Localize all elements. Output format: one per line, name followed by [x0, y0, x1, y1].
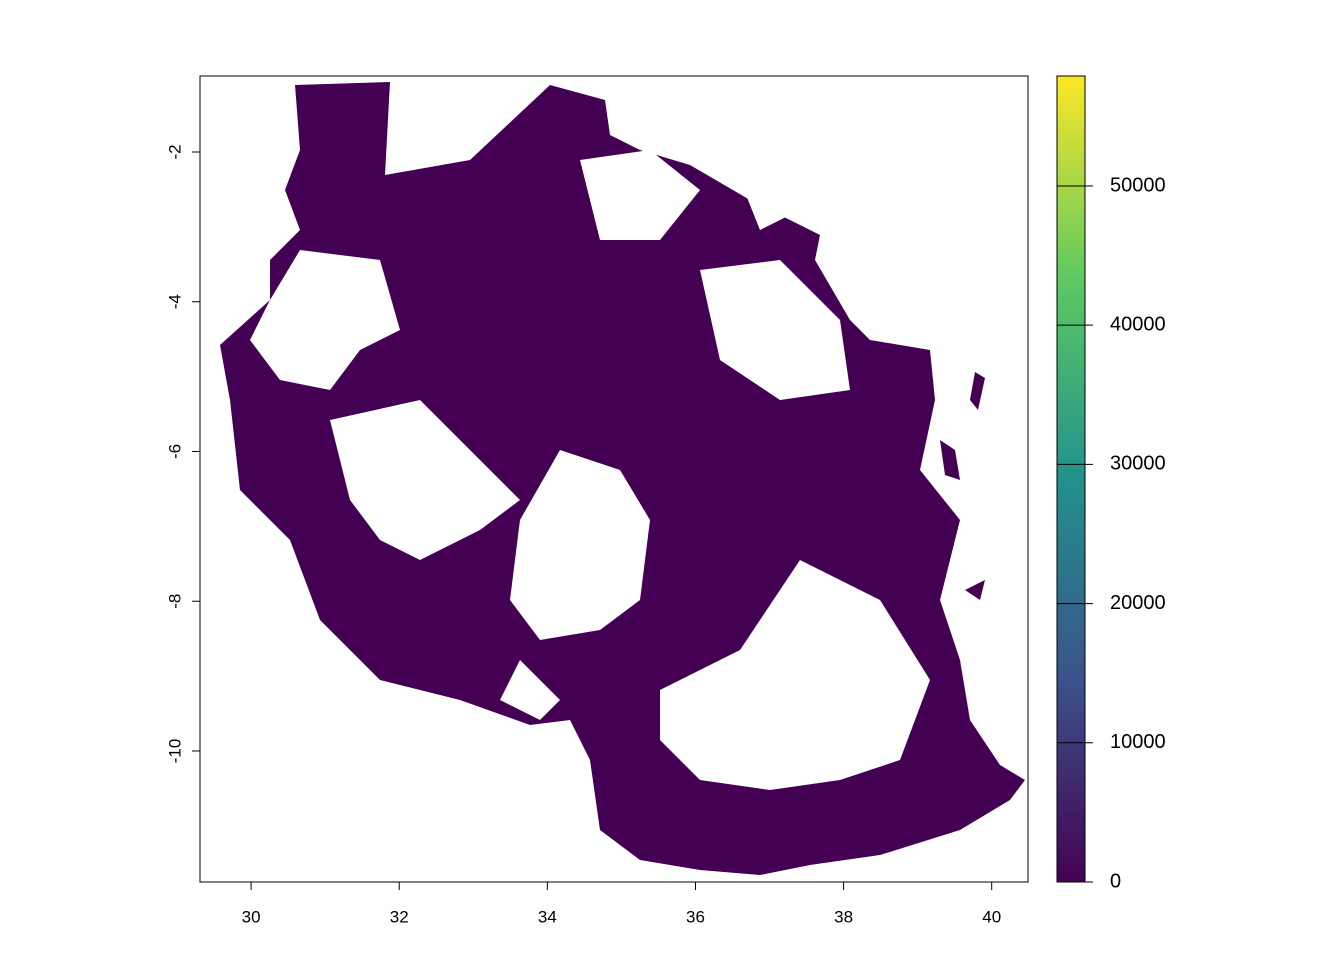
x-tick-label: 30	[242, 907, 261, 926]
y-tick-label: -2	[165, 144, 184, 159]
colorbar-tick-label: 50000	[1110, 174, 1166, 196]
x-tick-label: 40	[982, 907, 1001, 926]
colorbar-tick-label: 40000	[1110, 313, 1166, 335]
plot-frame	[199, 75, 1029, 883]
colorbar-tick-label: 0	[1110, 870, 1121, 892]
y-tick-label: -6	[165, 444, 184, 459]
y-tick-label: -8	[165, 594, 184, 609]
colorbar-tick-label: 10000	[1110, 731, 1166, 753]
raster-gaps	[250, 80, 930, 790]
x-tick-label: 34	[538, 907, 557, 926]
x-tick-label: 32	[390, 907, 409, 926]
y-tick-label: -4	[165, 294, 184, 309]
x-tick-label: 36	[686, 907, 705, 926]
x-tick-label: 38	[834, 907, 853, 926]
y-tick-label: -10	[165, 739, 184, 764]
colorbar	[1056, 75, 1086, 883]
colorbar-tick-label: 20000	[1110, 592, 1166, 614]
colorbar-tick-label: 30000	[1110, 453, 1166, 475]
raster	[220, 80, 1025, 875]
